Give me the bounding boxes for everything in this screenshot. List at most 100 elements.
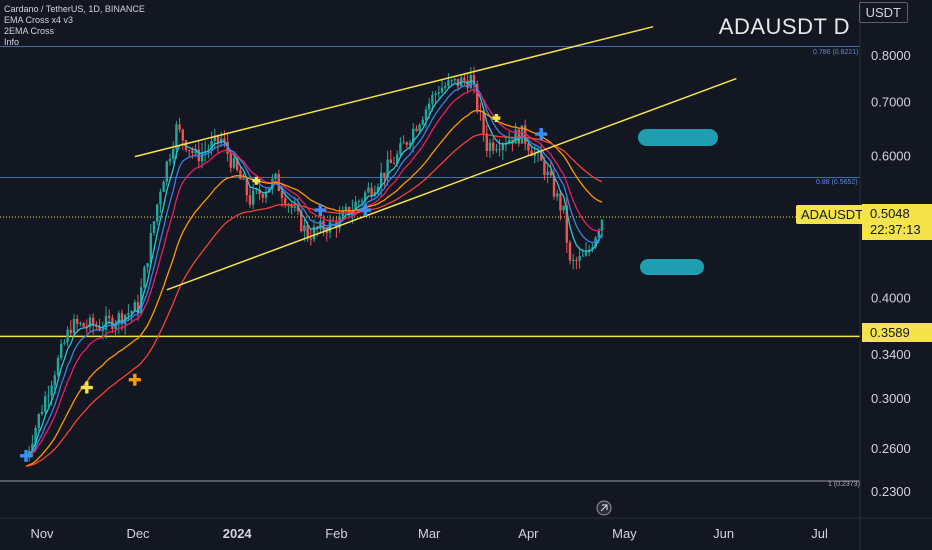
x-tick-label-4: Mar bbox=[418, 526, 441, 541]
candle-body-69 bbox=[245, 178, 248, 196]
candle-body-167 bbox=[559, 193, 562, 211]
y-tick-label-6: 0.2600 bbox=[871, 441, 911, 456]
fib-label-088: 0.88 (0.5652) bbox=[816, 179, 858, 186]
candle-body-20 bbox=[88, 317, 92, 328]
candle-body-90 bbox=[312, 226, 316, 240]
legend-symbol[interactable]: Cardano / TetherUS, 1D, BINANCE bbox=[4, 4, 145, 14]
candle-body-81 bbox=[284, 198, 287, 206]
candle-body-26 bbox=[108, 315, 111, 319]
candle-body-8 bbox=[50, 385, 53, 396]
candle-body-100 bbox=[344, 206, 348, 211]
candle-body-62 bbox=[223, 138, 226, 142]
candle-body-175 bbox=[584, 252, 588, 256]
candle-body-146 bbox=[492, 142, 495, 151]
candle-body-154 bbox=[517, 129, 520, 144]
candle-body-135 bbox=[456, 78, 460, 87]
candle-body-168 bbox=[562, 205, 565, 211]
candle-body-21 bbox=[92, 317, 95, 326]
y-tick-label-1: 0.7000 bbox=[871, 95, 911, 110]
ema-line-fast bbox=[25, 80, 603, 457]
time-axis[interactable]: Nov Dec 2024 Feb Mar Apr May Jun Jul bbox=[0, 517, 932, 541]
y-tick-label-2: 0.6000 bbox=[871, 149, 911, 164]
candle-body-177 bbox=[591, 247, 594, 250]
candle-body-148 bbox=[498, 149, 501, 151]
candle-body-37 bbox=[143, 267, 146, 288]
x-tick-label-3: Feb bbox=[325, 526, 347, 541]
ema-line-long1 bbox=[25, 110, 603, 467]
candle-body-85 bbox=[296, 206, 300, 211]
candle-body-63 bbox=[226, 141, 229, 154]
annotation-brushes[interactable] bbox=[638, 129, 718, 275]
candle-body-61 bbox=[220, 138, 223, 143]
candle-body-2 bbox=[31, 443, 34, 451]
candle-body-140 bbox=[472, 75, 476, 84]
candle-body-80 bbox=[280, 190, 284, 199]
trendline-1 bbox=[166, 77, 737, 291]
last-price-value: 0.5048 bbox=[870, 206, 910, 221]
candle-body-64 bbox=[229, 153, 232, 168]
candle-body-171 bbox=[572, 259, 575, 261]
ema-line-slow bbox=[25, 88, 603, 457]
candle-body-162 bbox=[543, 160, 546, 175]
candle-body-14 bbox=[69, 329, 72, 334]
legend-indicator-info[interactable]: Info bbox=[4, 37, 20, 47]
bar-countdown: 22:37:13 bbox=[870, 222, 921, 237]
currency-unit-button[interactable]: USDT bbox=[858, 2, 908, 23]
candle-body-17 bbox=[79, 323, 82, 325]
candle-body-170 bbox=[568, 242, 572, 261]
candle-body-9 bbox=[53, 375, 56, 386]
candle-body-103 bbox=[354, 201, 357, 210]
price-axis[interactable]: 0.8000 0.7000 0.6000 0.4000 0.3400 0.3000 0.26… bbox=[859, 0, 911, 550]
candle-body-158 bbox=[530, 150, 533, 156]
legend-indicator-ema-cross[interactable]: EMA Cross x4 v3 bbox=[4, 15, 74, 25]
x-tick-label-5: Apr bbox=[518, 526, 539, 541]
symbol-price-tag: ADAUSDT bbox=[796, 205, 869, 224]
ideas-icon[interactable] bbox=[596, 500, 612, 516]
candle-body-180 bbox=[600, 219, 604, 231]
candle-body-41 bbox=[156, 204, 159, 222]
candle-body-34 bbox=[133, 302, 136, 312]
x-tick-label-1: Dec bbox=[126, 526, 150, 541]
candle-body-118 bbox=[402, 142, 405, 144]
candle-body-166 bbox=[556, 193, 559, 197]
candle-body-157 bbox=[527, 143, 530, 151]
trendline-0 bbox=[134, 25, 654, 158]
ema-line-long2 bbox=[25, 133, 603, 467]
candle-body-15 bbox=[72, 319, 76, 334]
candle-body-59 bbox=[213, 135, 216, 141]
candle-body-86 bbox=[300, 210, 303, 232]
candle-body-49 bbox=[181, 129, 184, 141]
candle-body-119 bbox=[405, 142, 408, 145]
candle-body-39 bbox=[149, 232, 152, 264]
candle-body-36 bbox=[140, 287, 143, 314]
cross-marker-7 bbox=[535, 128, 548, 141]
candle-body-164 bbox=[549, 171, 552, 176]
candle-body-145 bbox=[488, 142, 492, 151]
candle-body-105 bbox=[360, 200, 364, 202]
candle-body-57 bbox=[207, 149, 210, 151]
candle-body-124 bbox=[421, 119, 424, 125]
candle-body-87 bbox=[303, 225, 306, 232]
candle-body-107 bbox=[367, 187, 370, 193]
trendlines[interactable] bbox=[134, 25, 737, 291]
candle-body-121 bbox=[412, 128, 415, 143]
candle-body-22 bbox=[95, 325, 98, 327]
x-tick-label-6: May bbox=[612, 526, 637, 541]
candle-body-51 bbox=[188, 149, 191, 151]
candle-body-10 bbox=[56, 358, 60, 376]
x-tick-label-0: Nov bbox=[30, 526, 54, 541]
candle-body-33 bbox=[130, 311, 133, 314]
legend-indicator-2ema-cross[interactable]: 2EMA Cross bbox=[4, 26, 55, 36]
candle-body-130 bbox=[440, 87, 444, 93]
candle-body-159 bbox=[533, 152, 536, 156]
candle-body-66 bbox=[236, 157, 239, 171]
candle-body-137 bbox=[463, 77, 466, 81]
candle-body-127 bbox=[431, 94, 434, 104]
candle-body-178 bbox=[594, 237, 597, 248]
candle-body-88 bbox=[306, 225, 309, 239]
candle-body-29 bbox=[117, 313, 120, 324]
chart-legend: Cardano / TetherUS, 1D, BINANCE EMA Cros… bbox=[4, 4, 145, 48]
candle-body-16 bbox=[76, 319, 79, 324]
candle-body-114 bbox=[389, 159, 392, 163]
